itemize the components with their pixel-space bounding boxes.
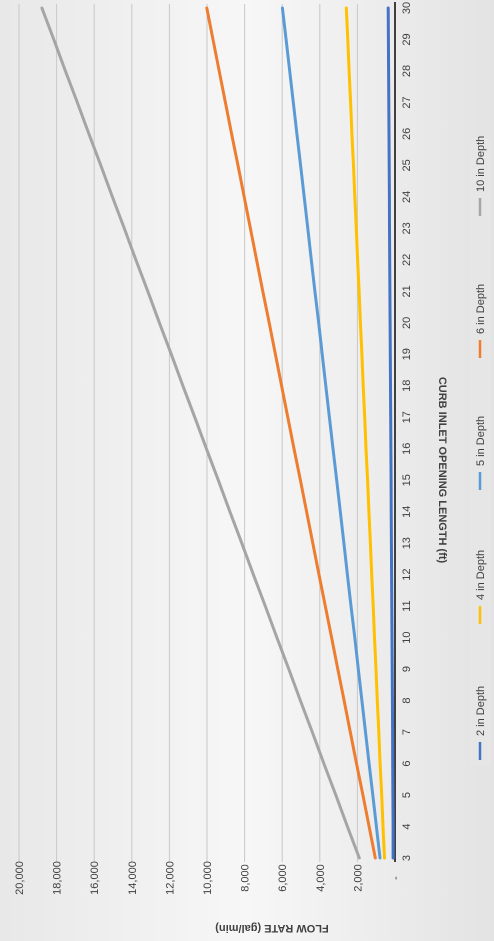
y-tick-label: 8,000: [240, 864, 252, 892]
x-tick-label: 15: [401, 474, 413, 486]
x-tick-label: 7: [401, 729, 413, 735]
x-tick-label: 28: [401, 65, 413, 77]
x-tick-label: 24: [401, 191, 413, 203]
x-tick-label: 3: [401, 855, 413, 861]
series-line: [205, 6, 377, 860]
x-tick-label: 13: [401, 537, 413, 549]
x-tick-label: 20: [401, 317, 413, 329]
x-tick-labels: 3 4 5 6 7 8 9 10 11 12 13 14 15 16 17 18 19 20 21 22 23 24 25 2…: [401, 2, 413, 861]
y-tick-label: 12,000: [164, 861, 176, 895]
gridlines: [18, 4, 358, 862]
series-line: [280, 6, 382, 860]
x-tick-label: 4: [401, 823, 413, 829]
x-tick-label: 16: [401, 443, 413, 455]
legend: 2 in Depth 4 in Depth 5 in Depth 6 in Depth…: [469, 136, 491, 766]
series-line: [40, 6, 361, 860]
y-tick-labels: - 2,000 4,000 6,000 8,000 10,000 12,000 14,000 1…: [14, 861, 402, 895]
y-tick-label: 18,000: [52, 861, 64, 895]
x-tick-label: 25: [401, 159, 413, 171]
series-lines: [40, 6, 395, 860]
y-tick-label: 10,000: [202, 861, 214, 895]
y-tick-label: 20,000: [14, 861, 26, 895]
x-tick-label: 8: [401, 698, 413, 704]
x-tick-label: 12: [401, 569, 413, 581]
series-line: [386, 6, 395, 860]
x-tick-label: 6: [401, 760, 413, 766]
legend-label: 2 in Depth: [475, 686, 487, 736]
x-tick-label: 14: [401, 506, 413, 518]
y-tick-label: 4,000: [315, 864, 327, 892]
x-tick-label: 10: [401, 632, 413, 644]
y-axis-title: FLOW RATE (gal/min): [215, 922, 329, 934]
y-tick-label: 2,000: [352, 864, 364, 892]
y-tick-label: -: [390, 876, 402, 880]
x-tick-label: 29: [401, 33, 413, 45]
x-tick-label: 11: [401, 600, 413, 611]
y-tick-label: 6,000: [277, 864, 289, 892]
x-tick-label: 19: [401, 348, 413, 360]
legend-box: [469, 138, 491, 766]
x-tick-label: 30: [401, 2, 413, 14]
legend-label: 10 in Depth: [475, 136, 487, 192]
x-tick-label: 18: [401, 380, 413, 392]
x-tick-label: 21: [401, 285, 413, 297]
x-tick-label: 17: [401, 411, 413, 423]
x-tick-label: 23: [401, 222, 413, 234]
legend-label: 6 in Depth: [475, 284, 487, 334]
legend-label: 4 in Depth: [475, 550, 487, 600]
x-tick-label: 22: [401, 254, 413, 266]
x-tick-label: 26: [401, 128, 413, 140]
y-tick-label: 16,000: [89, 861, 101, 895]
x-axis-title: CURB INLET OPENING LENGTH (ft): [436, 377, 448, 564]
y-tick-label: 14,000: [127, 861, 139, 895]
x-tick-label: 5: [401, 792, 413, 798]
x-tick-label: 9: [401, 666, 413, 672]
x-tick-label: 27: [401, 96, 413, 108]
series-line: [344, 6, 386, 860]
legend-label: 5 in Depth: [475, 416, 487, 466]
